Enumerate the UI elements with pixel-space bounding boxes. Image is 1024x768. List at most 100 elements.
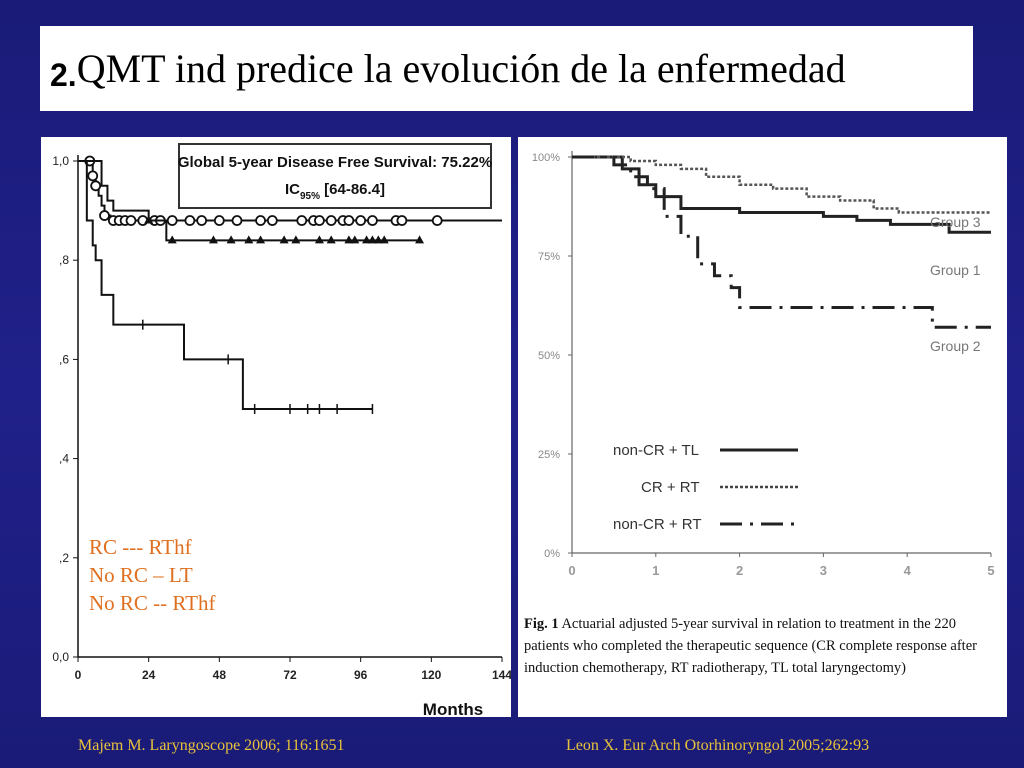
caption-text: Actuarial adjusted 5-year survival in re… [524, 616, 977, 676]
series-rc-rthf-censor-mark [431, 215, 443, 226]
series-rc-rthf-censor-mark [355, 215, 367, 226]
series-rc-rthf-censor-mark [343, 215, 355, 226]
y-tick-label: 1,0 [52, 154, 69, 168]
series-norc-lt-censor-mark [256, 235, 266, 244]
series-norc-rthf-line [78, 160, 373, 410]
y-tick-label: 25% [538, 449, 560, 461]
series-norc-lt-censor-mark [415, 235, 425, 244]
series-norc-lt-censor-mark [326, 235, 336, 244]
ic-label: IC [285, 181, 300, 198]
y-tick-label: 0% [544, 548, 560, 560]
summary-box-line2: IC95% [64-86.4] [285, 181, 385, 202]
figure-caption: Fig. 1 Actuarial adjusted 5-year surviva… [524, 613, 1000, 679]
x-tick-label: 0 [568, 563, 575, 578]
series-norc-lt-censor-mark [226, 235, 236, 244]
x-tick-label: 2 [736, 563, 743, 578]
x-tick-label: 24 [142, 668, 156, 682]
y-tick-label: 0,0 [52, 650, 69, 664]
y-tick-label: ,8 [59, 253, 69, 267]
legend-item-rc-rthf: RC --- RThf [89, 535, 192, 559]
x-tick-label: 96 [354, 668, 368, 682]
x-tick-label: 144 [492, 668, 511, 682]
right-chart-svg: 0% 25% 50% 75% 100% 0 1 2 3 4 5 Group 3 Group 1 Gr… [532, 151, 995, 578]
right-series [572, 155, 991, 329]
series-rc-rthf-censor-mark [184, 215, 196, 226]
x-axis-label: Months [423, 700, 483, 717]
ic-subscript: 95% [300, 191, 320, 202]
group-label-2: Group 2 [930, 338, 981, 354]
series-norc-lt-censor-mark [314, 235, 324, 244]
right-axes: 0% 25% 50% 75% 100% 0 1 2 3 4 5 [532, 151, 995, 578]
citation-left: Majem M. Laryngoscope 2006; 116:1651 [78, 737, 345, 754]
y-tick-label: 75% [538, 251, 560, 263]
legend-item-norc-lt: No RC – LT [89, 563, 193, 587]
series-rc-rthf-censor-mark [367, 215, 378, 226]
series-noncr-rt-line [572, 155, 991, 329]
left-series [78, 155, 502, 414]
caption-fig-label: Fig. 1 [524, 616, 559, 632]
right-survival-chart: 0% 25% 50% 75% 100% 0 1 2 3 4 5 Group 3 Group 1 Gr… [518, 137, 1007, 717]
page-title: QMT ind predice la evolución de la enfer… [76, 46, 846, 91]
series-norc-lt-censor-mark [362, 235, 372, 244]
x-tick-label: 3 [820, 563, 827, 578]
series-rc-rthf-censor-mark [231, 215, 243, 226]
x-tick-label: 0 [75, 668, 82, 682]
citation-right: Leon X. Eur Arch Otorhinoryngol 2005;262… [566, 737, 870, 754]
y-tick-label: ,2 [59, 551, 69, 565]
x-tick-label: 48 [213, 668, 227, 682]
series-norc-lt-censor-mark [208, 235, 218, 244]
legend-label-cr-rt: CR + RT [641, 479, 699, 496]
series-rc-rthf-censor-mark [125, 215, 137, 226]
series-rc-rthf-censor-mark [196, 215, 208, 226]
title-box: 2. QMT ind predice la evolución de la en… [40, 26, 973, 111]
group-label-3: Group 3 [930, 214, 981, 230]
y-tick-label: ,4 [59, 452, 69, 466]
left-chart-svg: Global 5-year Disease Free Survival: 75.… [52, 143, 511, 717]
series-cr-rt-line [572, 155, 991, 214]
title-number: 2. [50, 57, 77, 93]
right-legend: non-CR + TL CR + RT non-CR + RT [613, 442, 798, 533]
left-axes: 0,0 ,2 ,4 ,6 ,8 1,0 0 24 48 72 96 120 144 [52, 154, 511, 682]
x-tick-label: 120 [421, 668, 441, 682]
series-rc-rthf-censor-mark [314, 215, 325, 226]
series-norc-lt-censor-mark [244, 235, 254, 244]
series-norc-lt-censor-mark [291, 235, 301, 244]
group-labels: Group 3 Group 1 Group 2 [930, 214, 981, 354]
series-rc-rthf-censor-mark [266, 215, 278, 226]
series-rc-rthf-censor-mark [99, 210, 110, 221]
legend-item-norc-rthf: No RC -- RThf [89, 591, 216, 615]
y-tick-label: 50% [538, 350, 560, 362]
series-rc-rthf-censor-mark [325, 215, 337, 226]
x-tick-label: 1 [652, 563, 659, 578]
series-norc-lt-censor-mark [167, 235, 177, 244]
series-norc-lt-censor-mark [279, 235, 289, 244]
y-tick-label: ,6 [59, 352, 69, 366]
series-norc-lt-line [78, 160, 420, 242]
left-legend: RC --- RThf No RC – LT No RC -- RThf [89, 533, 215, 617]
series-norc-lt-censor-mark [344, 235, 354, 244]
series-rc-rthf-censor-mark [213, 215, 225, 226]
x-tick-label: 4 [904, 563, 912, 578]
series-norc-lt-censor-mark [379, 235, 389, 244]
series-rc-rthf-censor-mark [396, 215, 408, 226]
series-norc-lt-censor-mark [373, 235, 383, 244]
group-label-1: Group 1 [930, 262, 981, 278]
series-norc-lt-censor-mark [144, 215, 154, 224]
series-noncr-tl-line [572, 155, 991, 234]
series-rc-rthf-censor-mark [296, 215, 308, 226]
legend-label-noncr-rt: non-CR + RT [613, 516, 702, 533]
series-rc-rthf-censor-mark [87, 170, 99, 182]
legend-label-noncr-tl: non-CR + TL [613, 442, 699, 459]
series-rc-rthf-censor-mark [255, 215, 266, 226]
series-norc-lt-censor-mark [367, 235, 377, 244]
series-rc-rthf-censor-mark [90, 180, 102, 192]
left-survival-chart: Global 5-year Disease Free Survival: 75.… [41, 137, 511, 717]
y-tick-label: 100% [532, 152, 560, 164]
ic-range: [64-86.4] [320, 181, 385, 198]
series-rc-rthf-censor-mark [166, 215, 178, 226]
series-norc-lt-censor-mark [350, 235, 360, 244]
x-tick-label: 5 [987, 563, 994, 578]
x-tick-label: 72 [283, 668, 297, 682]
summary-box: Global 5-year Disease Free Survival: 75.… [178, 143, 492, 209]
summary-box-line1: Global 5-year Disease Free Survival: 75.… [178, 154, 492, 171]
